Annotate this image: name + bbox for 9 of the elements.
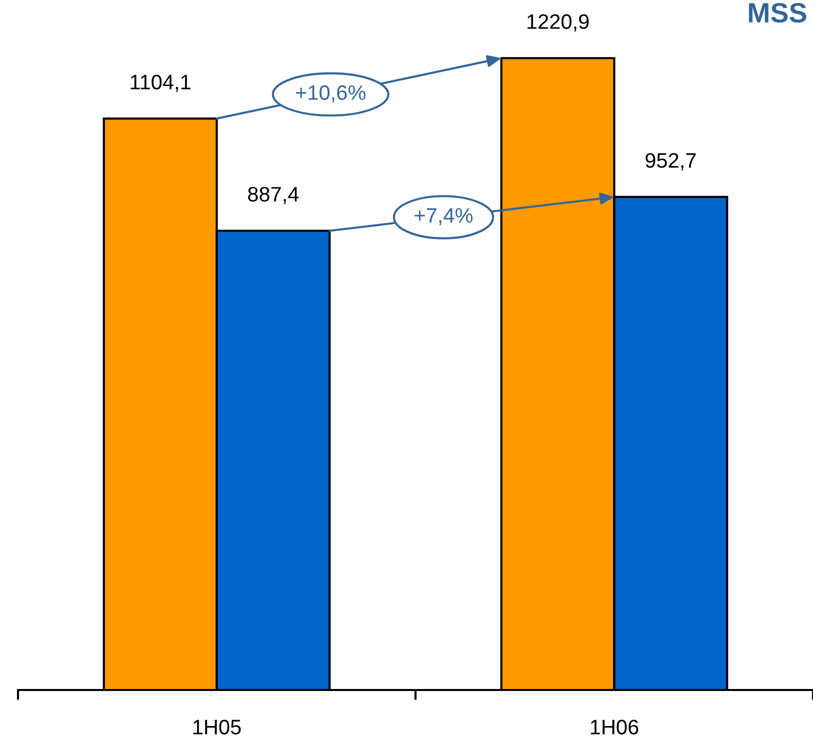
data-label: 1104,1 — [130, 74, 190, 92]
x-tick-label: 1H05 — [193, 720, 241, 734]
data-label: 952,7 — [646, 153, 696, 170]
x-tick-label: 1H06 — [590, 720, 638, 734]
annotation: +10,6% — [296, 85, 366, 102]
data-label: 887,4 — [248, 186, 299, 204]
annotation: +7,4% — [414, 208, 473, 226]
chart-title: MSS — [748, 2, 806, 23]
data-label: 1220,9 — [528, 14, 589, 32]
